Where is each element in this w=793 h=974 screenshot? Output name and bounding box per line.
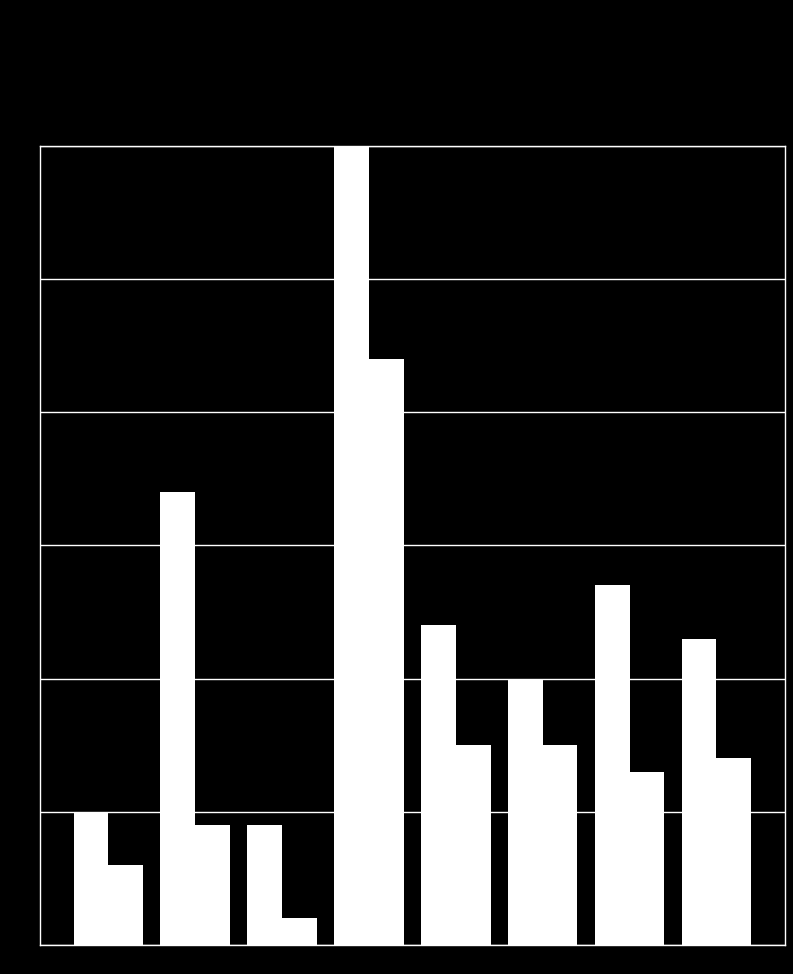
Bar [160,492,195,945]
Bar [682,639,716,945]
Bar [456,745,491,945]
Bar [630,771,665,945]
Bar [369,359,404,945]
Bar [421,625,456,945]
Bar [282,918,316,945]
Bar [109,865,143,945]
Bar [334,146,369,945]
Bar [195,825,230,945]
Bar [247,825,282,945]
Bar [74,811,109,945]
Bar [595,585,630,945]
Bar [716,759,751,945]
Bar [508,679,542,945]
Bar [542,745,577,945]
